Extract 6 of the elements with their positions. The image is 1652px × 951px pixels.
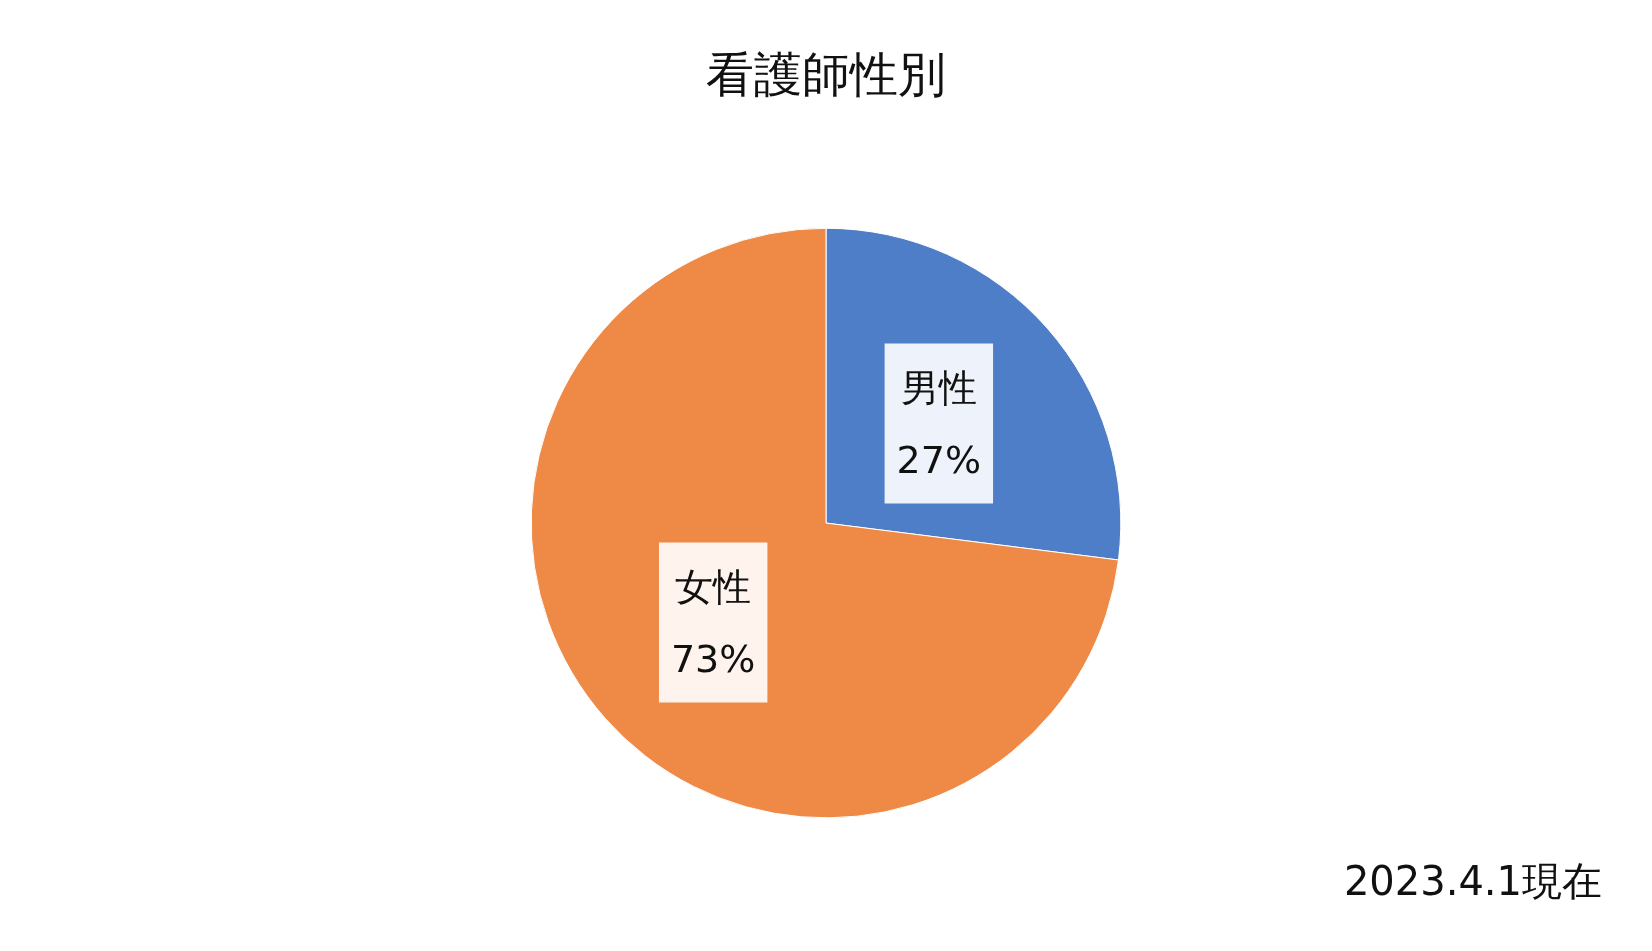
text: 2023.4.1現在 (1343, 858, 1602, 904)
slice-label: 男性 (900, 365, 977, 410)
data-label: 27% (896, 437, 982, 482)
chart-title: 看護師性別 (706, 46, 946, 102)
data-label: 73% (670, 636, 756, 681)
slice-label: 女性 (675, 564, 752, 609)
